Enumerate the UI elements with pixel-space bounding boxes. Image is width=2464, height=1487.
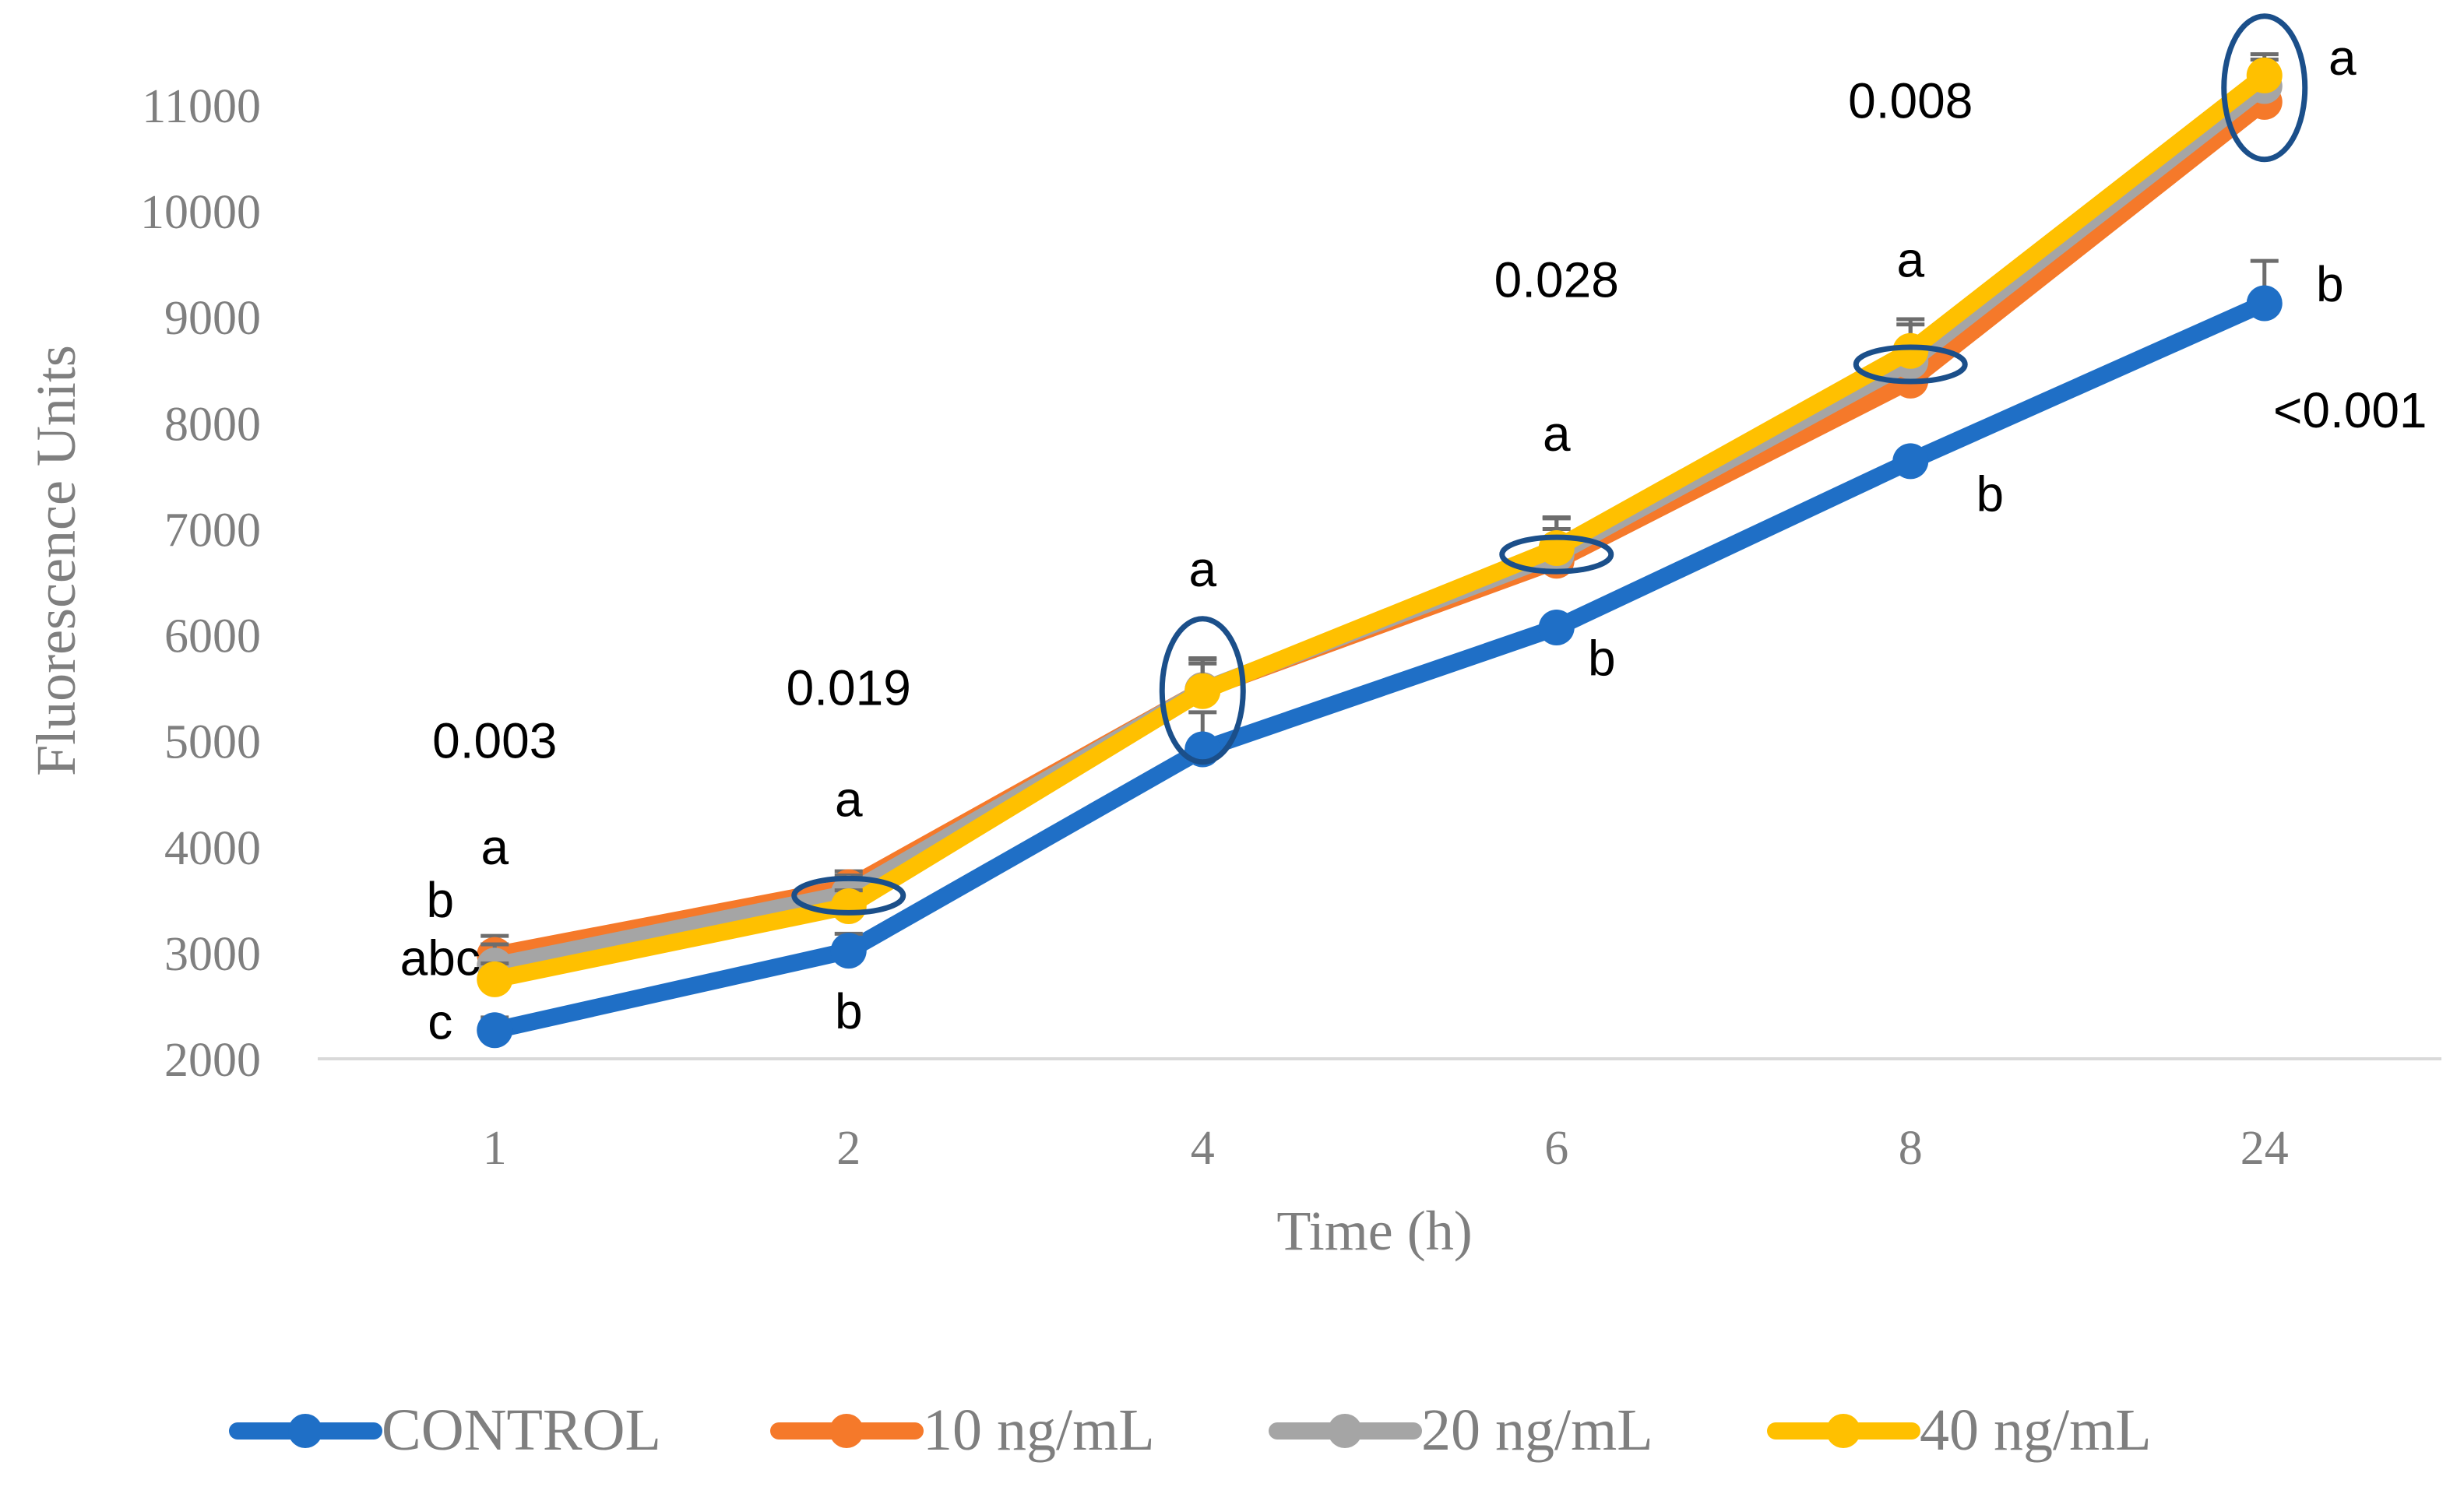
- y-tick-label: 5000: [164, 716, 261, 769]
- annotation-label: a: [480, 819, 509, 875]
- series-line: [486, 77, 2273, 975]
- annotation-label: a: [2328, 30, 2357, 86]
- legend-swatch-marker: [1328, 1414, 1362, 1448]
- annotation-label: b: [426, 872, 454, 928]
- annotation-label: a: [835, 772, 863, 828]
- series-3: [477, 57, 2283, 997]
- highlight-ellipse: [791, 875, 906, 916]
- x-axis-ticks: 1 2 4 6 8 24: [483, 1122, 2289, 1175]
- legend-entry: 20 ng/mL: [1269, 1397, 1653, 1463]
- legend-label: 20 ng/mL: [1421, 1397, 1653, 1463]
- annotation-label: b: [1976, 466, 2004, 522]
- annotation-label: <0.001: [2273, 382, 2427, 438]
- y-tick-label: 9000: [164, 292, 261, 345]
- data-point: [2246, 57, 2283, 93]
- annotation-label: a: [1896, 232, 1924, 288]
- x-tick-label: 6: [1544, 1122, 1568, 1175]
- data-point: [1184, 673, 1221, 709]
- series-0: [477, 258, 2283, 1049]
- y-tick-label: 4000: [164, 822, 261, 875]
- annotation-label: c: [428, 993, 452, 1049]
- annotation-label: b: [1588, 631, 1616, 687]
- x-tick-label: 1: [483, 1122, 507, 1175]
- legend-entry: CONTROL: [229, 1397, 661, 1463]
- legend-swatch-marker: [1826, 1414, 1860, 1448]
- data-point: [830, 888, 867, 924]
- data-point: [1538, 610, 1575, 646]
- series-line: [486, 93, 2273, 964]
- data-point: [477, 961, 513, 997]
- y-tick-label: 10000: [140, 186, 261, 239]
- x-tick-label: 24: [2240, 1122, 2289, 1175]
- data-point: [830, 933, 867, 969]
- highlight-ellipses: [791, 13, 2308, 916]
- annotation-label: 0.028: [1494, 252, 1619, 308]
- series-line: [486, 294, 2273, 1039]
- legend: CONTROL 10 ng/mL 20 ng/mL 40 ng/mL: [229, 1397, 2152, 1463]
- legend-swatch-marker: [288, 1414, 322, 1448]
- annotations: 0.003ababcc0.019aba0.028abba0.008ab<0.00…: [400, 30, 2427, 1050]
- annotation-label: a: [1188, 541, 1216, 597]
- x-axis-title: Time (h): [1276, 1200, 1472, 1262]
- y-axis-ticks: 2000 3000 4000 5000 6000 7000 8000 9000 10000 110…: [140, 80, 261, 1087]
- legend-label: 10 ng/mL: [923, 1397, 1155, 1463]
- legend-label: 40 ng/mL: [1920, 1397, 2152, 1463]
- annotation-label: 0.019: [787, 660, 911, 716]
- series-1: [477, 68, 2283, 973]
- y-tick-label: 3000: [164, 928, 261, 981]
- legend-entry: 10 ng/mL: [770, 1397, 1155, 1463]
- y-axis-title: Fluorescence Units: [25, 345, 87, 776]
- data-point: [477, 1012, 513, 1049]
- annotation-label: abc: [400, 930, 480, 986]
- x-tick-label: 8: [1899, 1122, 1923, 1175]
- y-tick-label: 6000: [164, 610, 261, 663]
- y-tick-label: 11000: [142, 80, 261, 133]
- series-line: [486, 66, 2273, 988]
- legend-label: CONTROL: [382, 1397, 661, 1463]
- highlight-ellipse: [1853, 344, 1968, 385]
- data-point: [1892, 332, 1929, 369]
- highlight-ellipse: [1159, 616, 1246, 765]
- annotation-label: b: [835, 983, 863, 1039]
- annotation-label: a: [1543, 406, 1571, 462]
- data-point: [1892, 443, 1929, 480]
- data-point: [2246, 285, 2283, 322]
- series-2: [477, 52, 2283, 984]
- annotation-label: 0.003: [432, 713, 557, 769]
- legend-entry: 40 ng/mL: [1767, 1397, 2152, 1463]
- x-tick-label: 2: [836, 1122, 861, 1175]
- y-tick-label: 8000: [164, 398, 261, 451]
- y-tick-label: 7000: [164, 504, 261, 557]
- y-tick-label: 2000: [164, 1034, 261, 1087]
- annotation-label: 0.008: [1848, 73, 1973, 129]
- highlight-ellipse: [1499, 534, 1614, 575]
- x-tick-label: 4: [1191, 1122, 1215, 1175]
- series-layer: [477, 52, 2283, 1049]
- annotation-label: b: [2316, 256, 2344, 312]
- legend-swatch-marker: [829, 1414, 864, 1448]
- highlight-ellipse: [2221, 13, 2308, 163]
